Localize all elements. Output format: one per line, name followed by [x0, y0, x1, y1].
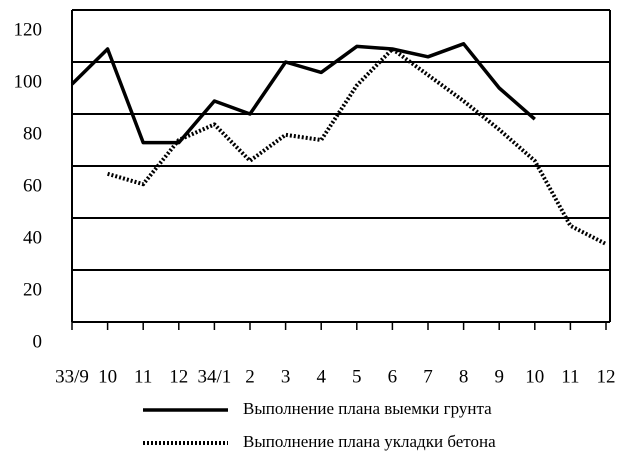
y-tick-label: 0 [33, 331, 43, 352]
x-tick-label: 3 [281, 366, 291, 387]
y-tick-label: 120 [14, 19, 43, 40]
x-tick-label: 8 [459, 366, 469, 387]
y-tick-label: 80 [23, 123, 42, 144]
y-tick-label: 40 [23, 227, 42, 248]
x-tick-label: 10 [525, 366, 544, 387]
x-tick-label: 12 [169, 366, 188, 387]
x-tick-label: 10 [98, 366, 117, 387]
x-tick-label: 11 [561, 366, 579, 387]
series-line [107, 47, 607, 246]
y-tick-label: 100 [14, 71, 43, 92]
x-tick-label: 12 [597, 366, 616, 387]
series-line [70, 42, 536, 145]
x-tick-label: 5 [352, 366, 362, 387]
x-tick-label: 33/9 [55, 366, 89, 387]
x-tick-label: 7 [423, 366, 433, 387]
x-tick-label: 9 [494, 366, 504, 387]
legend: Выполнение плана выемки грунта Выполнение… [143, 399, 496, 451]
x-tick-label: 4 [316, 366, 326, 387]
x-tick-label: 2 [245, 366, 255, 387]
y-tick-label: 20 [23, 279, 42, 300]
legend-label: Выполнение плана выемки грунта [243, 399, 492, 418]
x-tick-label: 6 [388, 366, 398, 387]
legend-label: Выполнение плана укладки бетона [243, 432, 496, 451]
x-tick-label: 11 [134, 366, 152, 387]
y-tick-label: 60 [23, 175, 42, 196]
x-tick-label: 34/1 [198, 366, 232, 387]
